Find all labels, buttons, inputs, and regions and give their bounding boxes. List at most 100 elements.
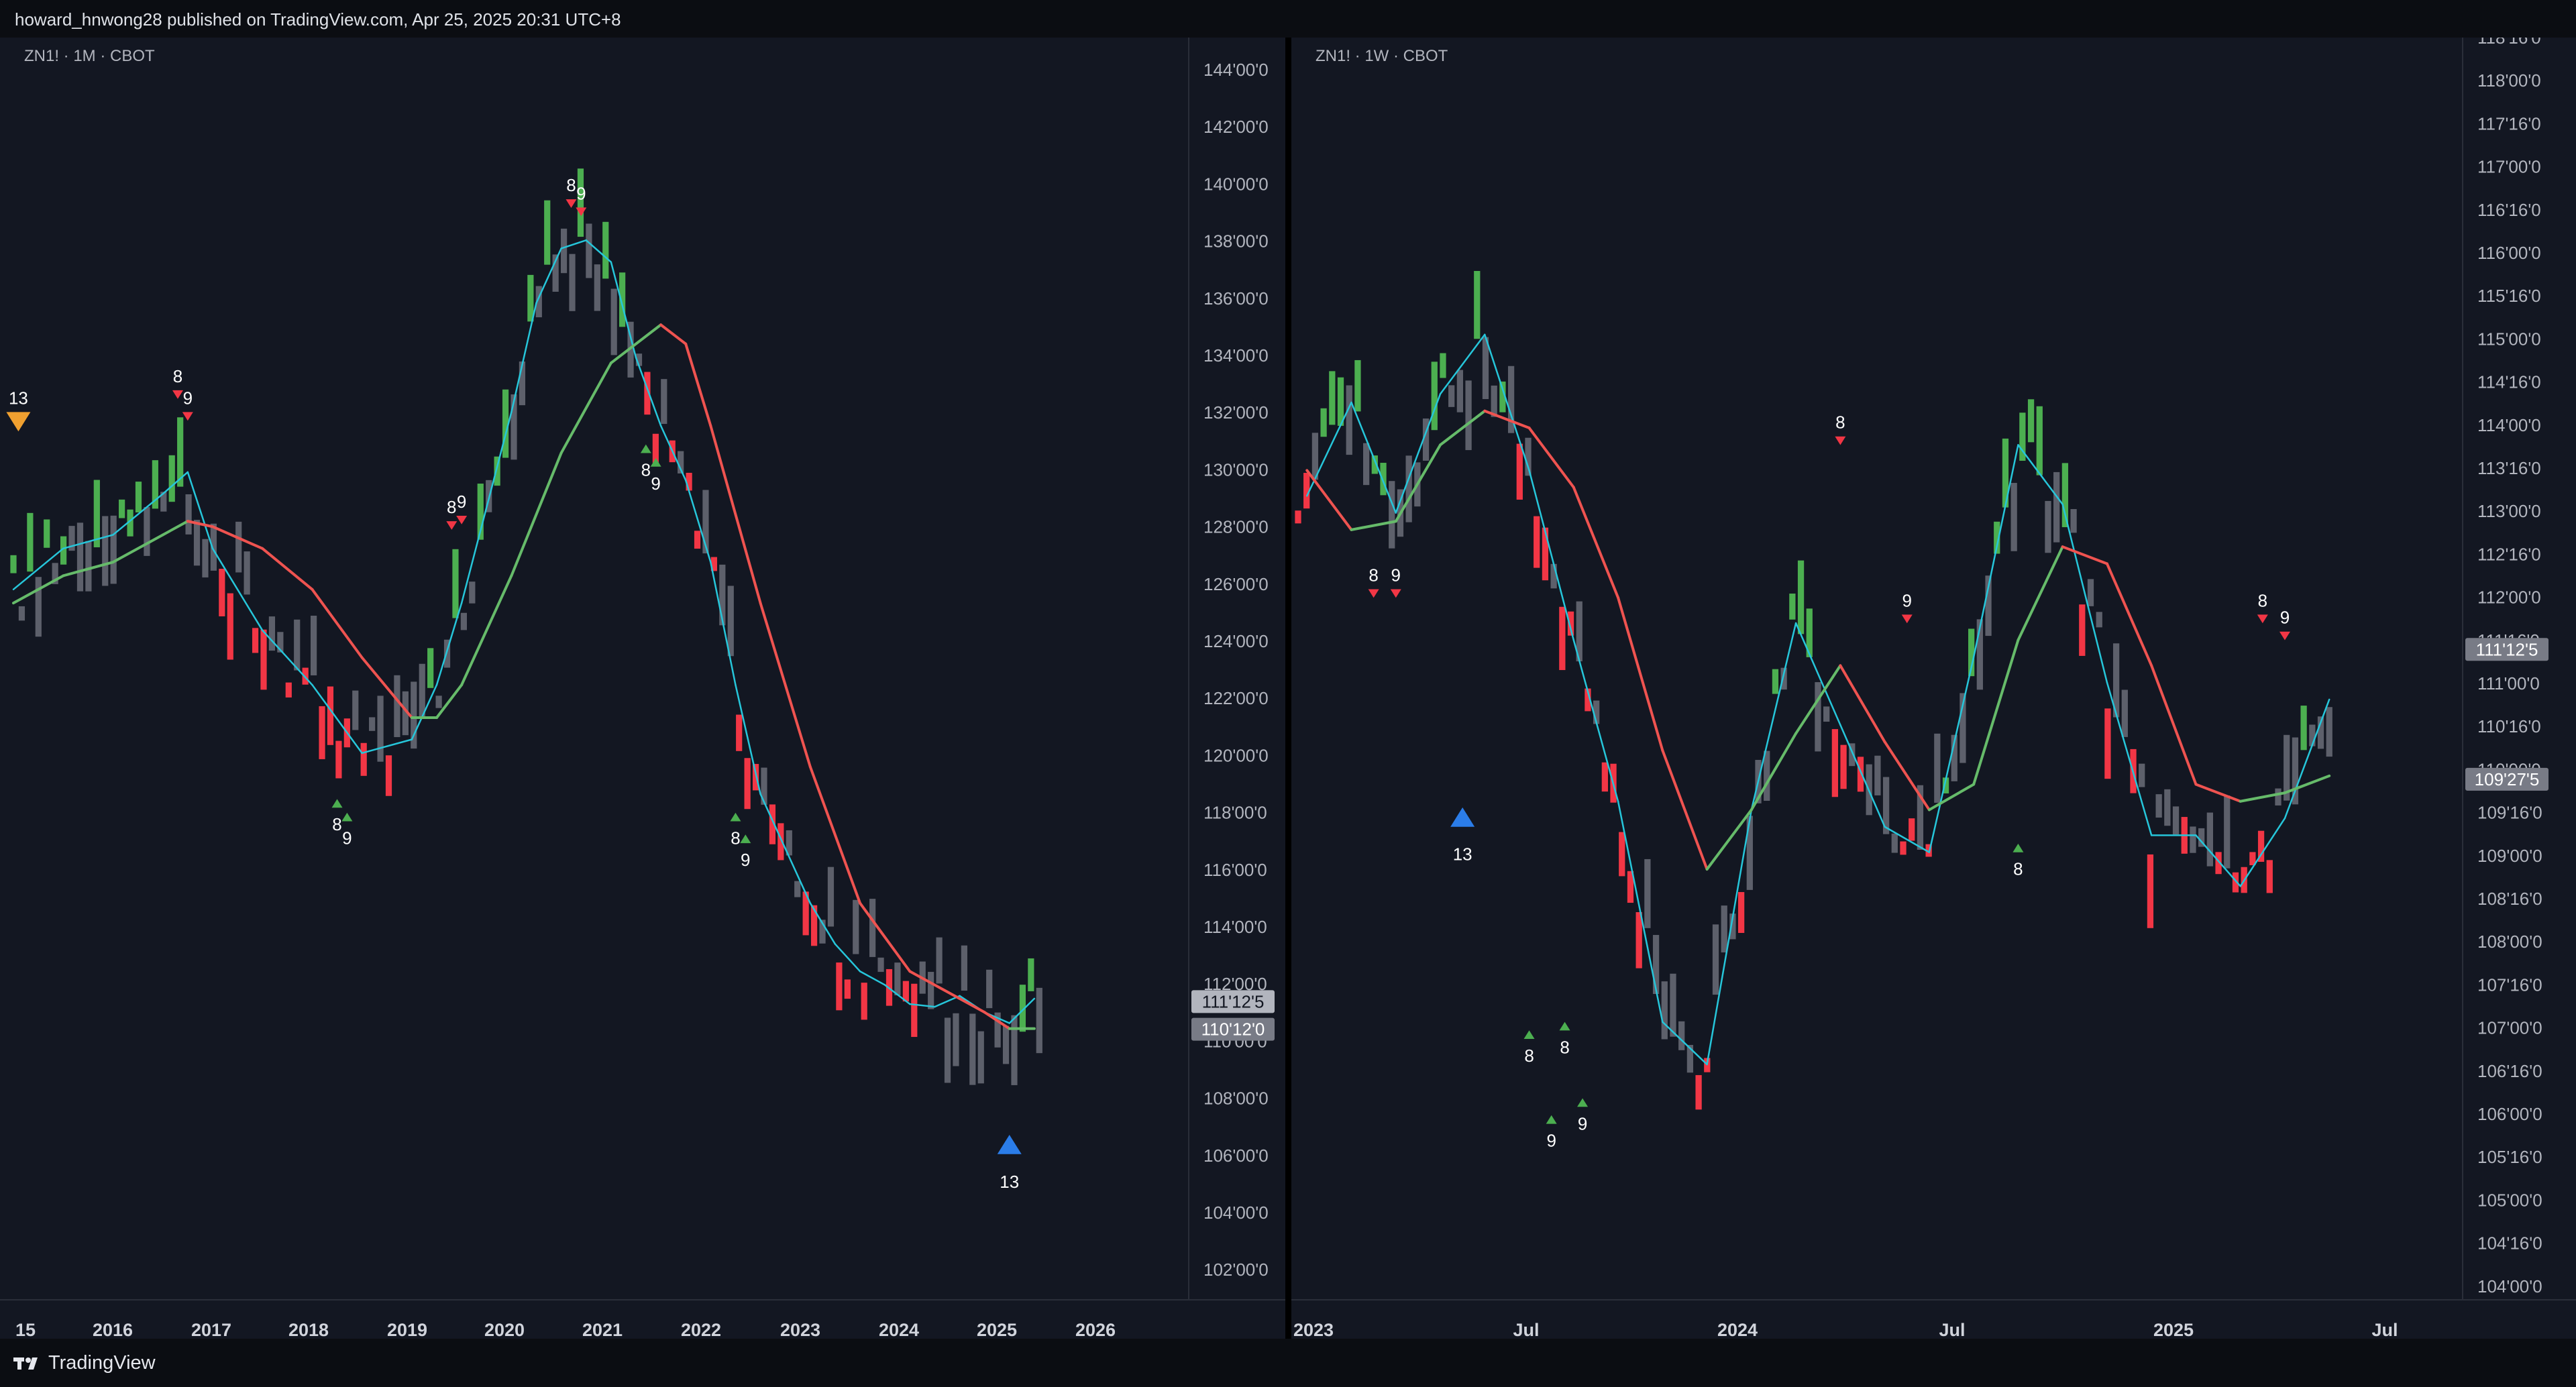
- ema-slow-line: [2283, 774, 2331, 795]
- candle: [2087, 579, 2094, 606]
- candle: [1507, 366, 1515, 433]
- candle: [911, 983, 918, 1038]
- setup-count-label: 9: [1902, 590, 1912, 610]
- price-axis-label: 110'12'0: [1201, 1019, 1265, 1040]
- setup-count-label: 8: [1368, 565, 1378, 585]
- candle: [477, 484, 484, 540]
- candle: [810, 905, 818, 946]
- candle: [2019, 412, 2026, 461]
- chart-panel-weekly[interactable]: 118'16'0 118'00'0 117'16'0 117'00'0 116'16'0…: [1291, 38, 2576, 1339]
- price-axis-label-bg: [2465, 767, 2548, 791]
- candle: [369, 717, 376, 731]
- candle: [1994, 521, 2000, 554]
- setup-count-label: 9: [651, 474, 660, 494]
- ema-slow-line: [759, 602, 812, 769]
- ema-fast-line: [535, 247, 562, 304]
- candle: [1670, 973, 1676, 1037]
- ema-fast-line: [1794, 622, 1841, 726]
- ema-slow-line: [1394, 443, 1442, 523]
- candle: [1362, 443, 1370, 486]
- ema-fast-line: [1706, 809, 1753, 1066]
- candle: [602, 221, 609, 279]
- candle: [577, 168, 584, 237]
- candle: [252, 628, 259, 653]
- weekly-chart[interactable]: 118'16'0 118'00'0 117'16'0 117'00'0 116'16'0…: [1291, 38, 2576, 1339]
- price-tick-label: 106'00'0: [1203, 1146, 1269, 1166]
- buy-setup-marker: [740, 834, 751, 844]
- tradingview-brand[interactable]: TradingView: [13, 1352, 156, 1374]
- price-tick-label: 106'00'0: [2477, 1104, 2542, 1124]
- ema-fast-line: [62, 534, 114, 550]
- candle: [435, 696, 442, 708]
- buy-setup-marker: [1577, 1098, 1589, 1107]
- candle: [702, 490, 709, 554]
- setup-count-label: 9: [2280, 608, 2290, 628]
- candle: [2275, 788, 2282, 806]
- candle: [511, 394, 517, 460]
- candle: [10, 555, 17, 573]
- sell-setup-marker: [1368, 589, 1379, 598]
- candle: [819, 920, 826, 944]
- candle: [2027, 399, 2035, 443]
- candle: [360, 742, 367, 776]
- candle: [861, 983, 867, 1020]
- candle: [694, 531, 701, 549]
- ema-fast-line: [211, 547, 264, 632]
- ema-fast-line: [2239, 817, 2286, 887]
- ema-slow-line: [2239, 791, 2286, 803]
- candle: [1849, 743, 1856, 767]
- ema-slow-line: [2017, 545, 2064, 642]
- candle: [1295, 510, 1301, 524]
- ema-slow-line: [1927, 783, 1976, 812]
- ema-slow-line: [609, 323, 663, 365]
- sell-setup-marker: [1835, 436, 1846, 445]
- price-tick-label: 107'00'0: [2477, 1018, 2542, 1038]
- candle: [2309, 724, 2316, 746]
- setup-count-label: 13: [9, 388, 28, 408]
- candle: [377, 696, 384, 762]
- price-tick-label: 104'00'0: [1203, 1203, 1269, 1223]
- chart-panel-monthly[interactable]: 144'00'0 142'00'0 140'00'0 138'00'0 136'00'0…: [0, 38, 1285, 1339]
- time-tick-label: 2017: [191, 1320, 231, 1339]
- candle: [119, 499, 125, 518]
- ema-slow-line: [360, 656, 413, 719]
- ema-fast-line: [635, 356, 662, 427]
- ema-slow-line: [1661, 748, 1709, 871]
- panel-divider[interactable]: [1285, 38, 1291, 1339]
- candle: [27, 512, 34, 572]
- ema-slow-line: [510, 451, 563, 577]
- candle: [1320, 408, 1327, 437]
- monthly-chart[interactable]: 144'00'0 142'00'0 140'00'0 138'00'0 136'00'0…: [0, 38, 1285, 1339]
- price-tick-label: 102'00'0: [1203, 1260, 1269, 1280]
- candle: [1951, 734, 1957, 781]
- ema-slow-line: [1572, 486, 1620, 600]
- candle: [1405, 455, 1412, 522]
- ema-slow-line: [211, 525, 264, 550]
- sell-setup-marker: [2257, 614, 2268, 624]
- publish-info: howard_hnwong28 published on TradingView…: [15, 9, 621, 30]
- candle: [1465, 380, 1472, 451]
- candle: [193, 520, 201, 566]
- candle: [2002, 438, 2009, 508]
- candle: [2232, 872, 2239, 893]
- ema-fast-line: [659, 425, 687, 482]
- price-axis-label: 109'27'5: [2475, 769, 2540, 789]
- candle: [2045, 500, 2051, 553]
- sell-setup-marker: [182, 412, 193, 421]
- countdown-sell-marker: [6, 412, 31, 432]
- sell-setup-marker: [1390, 589, 1401, 598]
- candle: [1448, 385, 1455, 407]
- candle: [1661, 981, 1668, 1040]
- setup-count-label: 8: [1835, 412, 1845, 433]
- candle: [2061, 463, 2069, 528]
- price-tick-label: 114'00'0: [2477, 415, 2541, 435]
- candle: [319, 706, 325, 759]
- candle: [2053, 471, 2060, 543]
- candle: [1985, 575, 1992, 636]
- candle: [586, 223, 592, 278]
- candle: [1567, 611, 1574, 636]
- ema-slow-line: [2105, 562, 2153, 667]
- candle: [1780, 667, 1787, 690]
- price-tick-label: 118'00'0: [2477, 70, 2541, 91]
- buy-setup-marker: [331, 799, 343, 808]
